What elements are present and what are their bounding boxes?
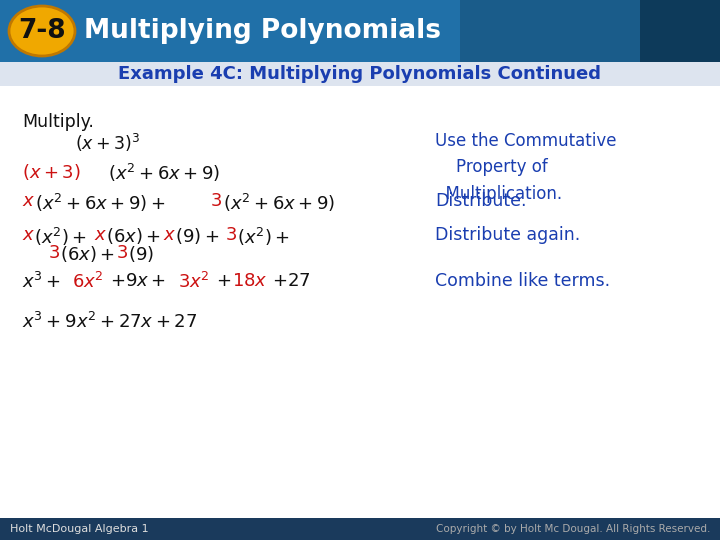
Text: $(9)+$: $(9)+$ xyxy=(175,226,219,246)
Text: $3$: $3$ xyxy=(48,244,60,262)
Bar xyxy=(460,0,720,62)
Text: $3x^2$: $3x^2$ xyxy=(178,272,210,292)
Text: $6x^2$: $6x^2$ xyxy=(72,272,104,292)
Text: $x$: $x$ xyxy=(94,226,107,244)
Text: $(x^2+6x+9)+$: $(x^2+6x+9)+$ xyxy=(35,192,166,214)
Text: $(x^2+6x+9)$: $(x^2+6x+9)$ xyxy=(108,162,220,184)
Text: $3$: $3$ xyxy=(116,244,128,262)
Bar xyxy=(0,518,720,540)
Text: Distribute.: Distribute. xyxy=(435,192,526,210)
Text: $x$: $x$ xyxy=(163,226,176,244)
Text: $3$: $3$ xyxy=(210,192,222,210)
Text: $18x$: $18x$ xyxy=(232,272,268,290)
Text: Copyright © by Holt Mc Dougal. All Rights Reserved.: Copyright © by Holt Mc Dougal. All Right… xyxy=(436,524,710,534)
Text: 7-8: 7-8 xyxy=(18,18,66,44)
Text: Holt McDougal Algebra 1: Holt McDougal Algebra 1 xyxy=(10,524,148,534)
Text: Distribute again.: Distribute again. xyxy=(435,226,580,244)
Bar xyxy=(640,0,720,62)
Text: $+27$: $+27$ xyxy=(272,272,310,290)
Text: $3$: $3$ xyxy=(225,226,237,244)
Text: $(6x)+$: $(6x)+$ xyxy=(106,226,161,246)
Text: Multiplying Polynomials: Multiplying Polynomials xyxy=(84,18,441,44)
Text: $(9)$: $(9)$ xyxy=(128,244,154,264)
Bar xyxy=(0,86,720,518)
Ellipse shape xyxy=(9,6,75,56)
Bar xyxy=(0,0,720,62)
Text: $(x^2)+$: $(x^2)+$ xyxy=(237,226,289,248)
Text: $(x^2)+$: $(x^2)+$ xyxy=(34,226,86,248)
Text: $+9x+$: $+9x+$ xyxy=(110,272,166,290)
Text: $x$: $x$ xyxy=(22,226,35,244)
Text: Multiply.: Multiply. xyxy=(22,113,94,131)
Text: $x^3+9x^2+27x+27$: $x^3+9x^2+27x+27$ xyxy=(22,312,197,332)
Text: $+$: $+$ xyxy=(216,272,231,290)
Text: Example 4C: Multiplying Polynomials Continued: Example 4C: Multiplying Polynomials Cont… xyxy=(119,65,601,83)
Text: Combine like terms.: Combine like terms. xyxy=(435,272,610,290)
Text: Use the Commutative
    Property of
  Multiplication.: Use the Commutative Property of Multipli… xyxy=(435,132,616,203)
Text: $(x+3)$: $(x+3)$ xyxy=(22,162,81,182)
Text: $x^3+$: $x^3+$ xyxy=(22,272,61,292)
Text: $(x + 3)^3$: $(x + 3)^3$ xyxy=(75,132,140,154)
Text: $x$: $x$ xyxy=(22,192,35,210)
Text: $(x^2+6x+9)$: $(x^2+6x+9)$ xyxy=(223,192,336,214)
Bar xyxy=(0,62,720,86)
Text: $(6x)+$: $(6x)+$ xyxy=(60,244,114,264)
